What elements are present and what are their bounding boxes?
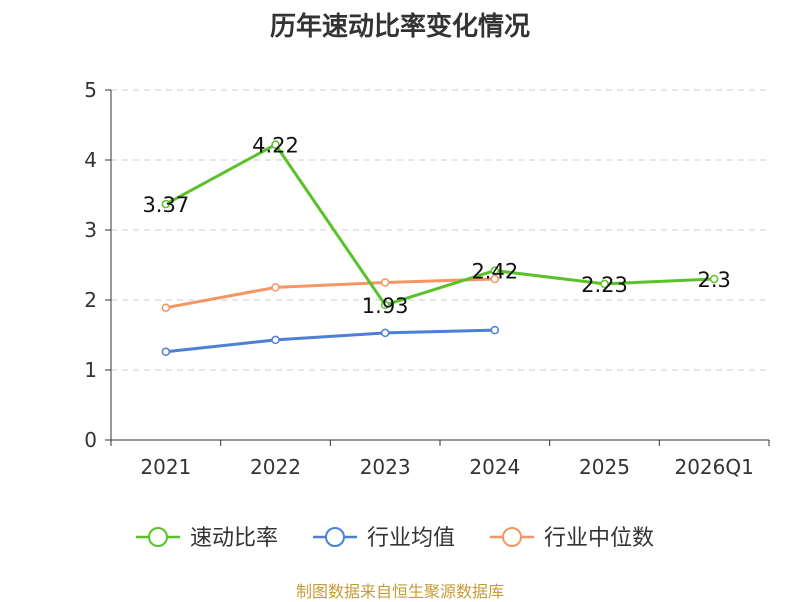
- data-point: [271, 140, 280, 149]
- y-tick-label: 3: [84, 218, 97, 242]
- data-point: [380, 300, 390, 310]
- x-tick-label: 2023: [360, 455, 411, 479]
- data-point: [490, 274, 500, 284]
- y-tick-label: 4: [84, 148, 97, 172]
- series-line: [165, 143, 715, 307]
- legend-label: 速动比率: [190, 526, 278, 551]
- data-point: [490, 266, 500, 275]
- series-line: [165, 277, 495, 310]
- x-tick-label: 2025: [579, 455, 630, 479]
- data-label: 4.22: [252, 134, 299, 158]
- data-point: [490, 325, 500, 335]
- series-lines: [161, 140, 719, 357]
- legend-marker: [325, 527, 345, 547]
- data-point: [709, 274, 719, 284]
- series-line: [165, 328, 495, 354]
- data-label: 2.3: [697, 268, 730, 292]
- gridlines: [111, 89, 769, 371]
- x-tick-label: 2021: [140, 455, 191, 479]
- source-note: 制图数据来自恒生聚源数据库: [295, 582, 504, 601]
- y-tick-label: 2: [84, 288, 97, 312]
- x-tick-label: 2022: [250, 455, 301, 479]
- data-label: 2.42: [471, 260, 518, 284]
- data-point: [600, 279, 609, 289]
- data-label: 3.37: [142, 193, 189, 217]
- axes: 0 1 2 3 4 5 2021 2022 2023 2024 2025 2026Q1: [84, 78, 770, 479]
- data-point: [271, 335, 280, 345]
- data-labels: 3.37 4.22 1.93 2.42 2.23 2.3: [142, 134, 730, 318]
- data-point: [380, 328, 390, 338]
- legend-label: 行业中位数: [544, 526, 654, 551]
- y-tick-label: 0: [84, 428, 97, 452]
- y-tick-label: 1: [84, 358, 97, 382]
- data-point: [161, 347, 171, 357]
- data-point: [161, 303, 171, 312]
- data-point: [271, 283, 280, 292]
- legend: 速动比率 行业均值 行业中位数: [136, 526, 654, 551]
- chart-title: 历年速动比率变化情况: [269, 12, 530, 42]
- data-point: [161, 199, 171, 209]
- data-label: 2.23: [581, 273, 628, 297]
- legend-marker: [148, 527, 168, 547]
- data-label: 1.93: [362, 294, 409, 318]
- legend-marker: [502, 527, 522, 547]
- x-tick-label: 2026Q1: [674, 455, 753, 479]
- legend-label: 行业均值: [367, 526, 455, 551]
- x-tick-label: 2024: [469, 455, 520, 479]
- data-point: [380, 278, 390, 287]
- y-tick-label: 5: [84, 78, 97, 102]
